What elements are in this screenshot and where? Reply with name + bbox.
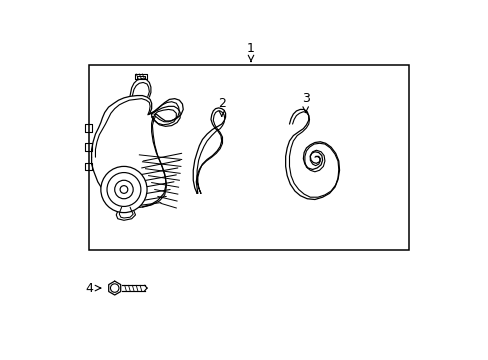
Circle shape [101, 166, 147, 213]
Circle shape [120, 186, 127, 193]
Text: 4: 4 [85, 282, 93, 294]
Bar [89, 65, 408, 249]
Text: 3: 3 [301, 92, 309, 105]
Circle shape [115, 180, 133, 199]
Text: 2: 2 [217, 97, 225, 110]
Circle shape [107, 172, 141, 206]
Text: 1: 1 [246, 42, 254, 55]
Circle shape [110, 284, 119, 292]
